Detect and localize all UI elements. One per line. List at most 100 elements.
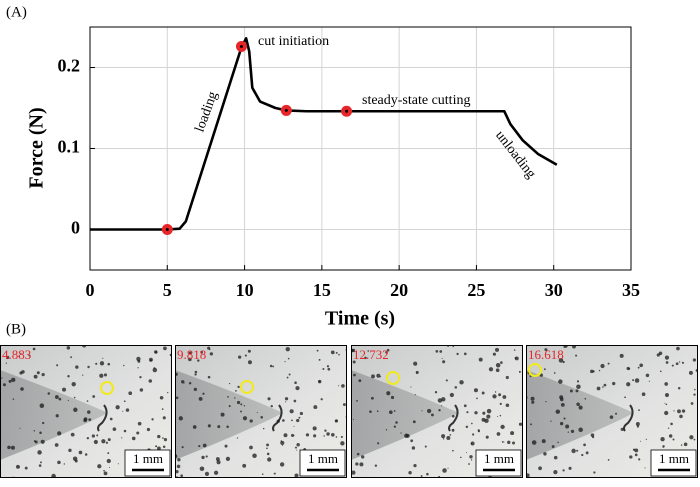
speckle xyxy=(644,467,646,469)
speckle xyxy=(157,434,161,439)
speckle xyxy=(18,355,20,357)
speckle xyxy=(660,437,665,442)
speckle xyxy=(439,350,443,353)
speckle xyxy=(327,367,331,371)
speckle xyxy=(502,395,507,399)
speckle xyxy=(282,419,285,422)
speckle xyxy=(512,441,516,445)
speckle xyxy=(465,425,469,429)
speckle xyxy=(518,422,523,426)
speckle xyxy=(291,419,293,422)
speckle xyxy=(115,405,120,410)
speckle xyxy=(70,356,73,359)
speckle xyxy=(266,447,268,450)
speckle xyxy=(136,431,140,435)
speckle xyxy=(192,425,197,429)
speckle xyxy=(326,365,330,368)
speckle xyxy=(55,414,59,418)
speckle xyxy=(63,463,66,465)
speckle xyxy=(664,392,670,398)
speckle xyxy=(128,391,133,396)
speckle xyxy=(635,422,640,426)
tracked-point xyxy=(240,380,254,394)
speckle xyxy=(294,381,297,385)
speckle xyxy=(220,412,225,417)
speckle xyxy=(385,351,388,354)
speckle xyxy=(553,469,558,475)
speckle xyxy=(240,410,242,413)
speckle xyxy=(667,427,670,429)
speckle xyxy=(295,386,300,391)
speckle xyxy=(400,432,402,434)
speckle xyxy=(576,380,580,383)
speckle xyxy=(157,446,161,451)
tracked-point xyxy=(386,371,400,385)
speckle xyxy=(149,359,152,362)
speckle xyxy=(281,444,283,447)
speckle xyxy=(609,415,614,419)
speckle xyxy=(575,389,579,393)
scale-label: 1 mm xyxy=(133,451,163,466)
speckle xyxy=(472,433,475,436)
speckle xyxy=(242,463,247,468)
speckle xyxy=(437,398,443,403)
speckle xyxy=(421,410,423,412)
speckle xyxy=(38,464,42,467)
speckle xyxy=(449,434,452,436)
scale-label: 1 mm xyxy=(308,451,338,466)
scale-box xyxy=(299,449,346,477)
y-tick-label: 0.1 xyxy=(58,137,81,157)
x-tick-label: 10 xyxy=(236,280,254,300)
speckle xyxy=(452,428,454,431)
speckle xyxy=(452,449,454,452)
speckle xyxy=(662,446,664,448)
speckle xyxy=(477,429,480,432)
speckle xyxy=(56,364,59,367)
speckle xyxy=(637,366,640,369)
speckle xyxy=(570,429,575,433)
speckle xyxy=(495,368,500,373)
speckle xyxy=(201,455,205,460)
speckle xyxy=(228,405,231,408)
speckle xyxy=(240,403,243,406)
cut-tip xyxy=(448,404,459,432)
needle xyxy=(175,370,283,460)
speckle xyxy=(99,361,105,366)
speckle xyxy=(260,416,263,419)
time-label: 12.732 xyxy=(353,347,389,362)
scale-label: 1 mm xyxy=(484,451,514,466)
speckle xyxy=(208,348,211,351)
speckle xyxy=(693,393,696,396)
speckle xyxy=(159,395,164,400)
speckle xyxy=(20,353,22,355)
speckle xyxy=(441,397,446,402)
speckle xyxy=(501,441,504,443)
speckle xyxy=(441,405,443,407)
speckle xyxy=(562,469,565,472)
speckle xyxy=(356,399,358,402)
speckle xyxy=(200,350,203,354)
speckle xyxy=(426,472,429,476)
speckle xyxy=(15,464,20,469)
speckle xyxy=(607,458,610,461)
speckle xyxy=(244,354,247,357)
speckle xyxy=(262,427,265,430)
speckle xyxy=(294,473,299,478)
x-tick-label: 35 xyxy=(622,280,640,300)
speckle xyxy=(584,397,587,400)
speckle xyxy=(177,458,181,462)
speckle xyxy=(575,354,578,357)
speckle xyxy=(334,419,339,423)
speckle xyxy=(66,346,71,350)
speckle xyxy=(92,395,96,398)
speckle xyxy=(105,441,109,444)
speckle xyxy=(581,453,584,457)
speckle xyxy=(441,357,443,359)
speckle xyxy=(285,401,287,403)
speckle xyxy=(638,458,641,461)
speckle xyxy=(280,440,285,446)
speckle xyxy=(103,471,108,476)
speckle xyxy=(560,397,564,402)
speckle xyxy=(471,422,473,425)
speckle xyxy=(505,375,509,380)
